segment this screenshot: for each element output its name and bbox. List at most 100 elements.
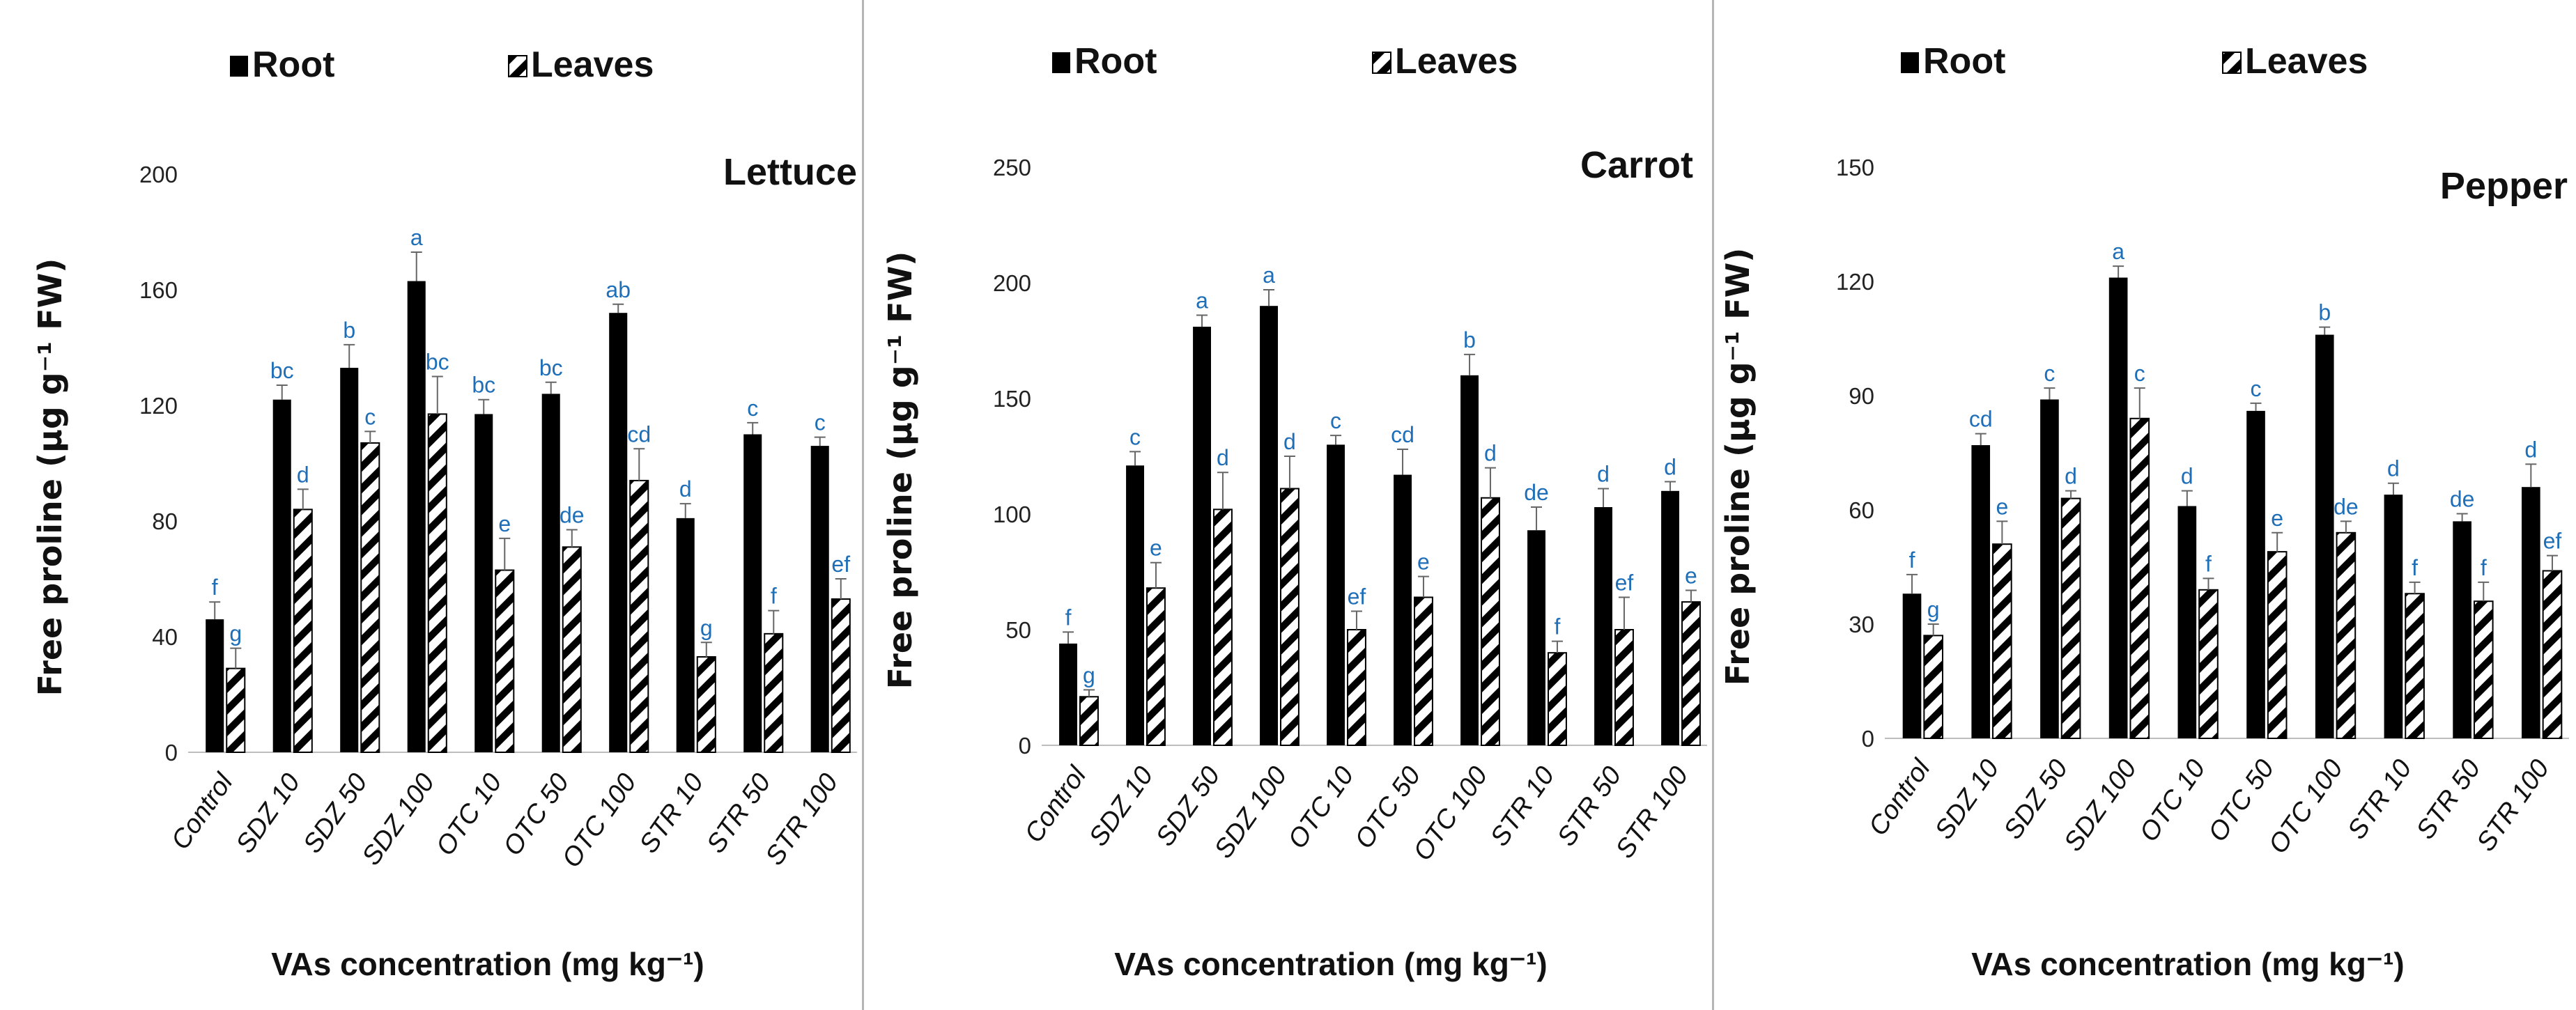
lettuce-leaves-bar-0: [226, 667, 246, 754]
carrot-legend-root-swatch: [1052, 52, 1070, 73]
pepper-leaves-bar-0: [1923, 635, 1943, 740]
lettuce-root-bar-7: [676, 518, 695, 752]
lettuce-ytick-2: 80: [152, 508, 178, 534]
lettuce-root-bar-5: [541, 394, 560, 752]
carrot-root-bar-4: [1327, 444, 1345, 745]
pepper-root-letter-6: b: [2318, 300, 2331, 325]
lettuce-root-letter-5: bc: [539, 355, 563, 380]
pepper-legend-root-swatch: [1901, 52, 1919, 73]
lettuce-xtick-7: STR 10: [634, 768, 709, 859]
lettuce-xtick-0: Control: [166, 768, 240, 855]
pepper-leaves-letter-4: f: [2205, 551, 2212, 576]
carrot-leaves-bar-2: [1213, 508, 1233, 746]
lettuce-root-bar-0: [206, 619, 224, 752]
pepper-ytick-2: 60: [1849, 497, 1874, 523]
lettuce-ytick-4: 160: [139, 277, 178, 303]
lettuce-root-letter-8: c: [747, 396, 758, 421]
carrot-leaves-letter-9: e: [1685, 564, 1697, 589]
carrot-ytick-1: 50: [1005, 617, 1031, 643]
pepper-title: Pepper: [2440, 165, 2568, 207]
pepper-x-axis-label: VAs concentration (mg kg⁻¹): [1971, 946, 2404, 982]
pepper-xtick-2: SDZ 50: [1998, 754, 2074, 845]
carrot-leaves-bar-6: [1481, 497, 1500, 746]
lettuce-title: Lettuce: [723, 151, 857, 193]
lettuce-leaves-letter-9: ef: [831, 552, 850, 577]
carrot-leaves-bar-9: [1681, 601, 1701, 746]
carrot-root-letter-7: de: [1524, 480, 1549, 505]
lettuce-root-letter-2: b: [343, 318, 355, 343]
pepper-leaves-letter-6: de: [2334, 494, 2359, 519]
carrot-ytick-3: 150: [993, 386, 1031, 412]
carrot-ytick-4: 200: [993, 270, 1031, 296]
pepper-leaves-bar-1: [1992, 543, 2012, 739]
lettuce-leaves-bar-1: [293, 508, 313, 754]
carrot-root-letter-3: a: [1263, 263, 1275, 288]
pepper-ytick-3: 90: [1849, 383, 1874, 409]
lettuce-leaves-letter-5: de: [560, 502, 585, 527]
lettuce-root-bar-4: [475, 414, 493, 752]
panel-lettuce: 0 40 80 120 160 200 f g Control bc d SDZ 10 b c SDZ 50…: [0, 0, 864, 1010]
lettuce-xtick-4: OTC 10: [431, 768, 508, 861]
lettuce-root-letter-1: bc: [270, 358, 294, 383]
pepper-leaves-letter-1: e: [1996, 494, 2008, 519]
carrot-legend-root-label: Root: [1074, 41, 1157, 81]
pepper-root-letter-0: f: [1909, 547, 1915, 573]
pepper-xtick-7: STR 10: [2342, 754, 2417, 845]
carrot-root-letter-1: c: [1129, 424, 1141, 449]
lettuce-root-bar-1: [272, 399, 291, 752]
pepper-leaves-bar-9: [2542, 570, 2563, 740]
pepper-legend-root-label: Root: [1923, 41, 2005, 81]
carrot-title: Carrot: [1580, 144, 1693, 186]
lettuce-root-letter-6: ab: [606, 277, 631, 302]
carrot-root-letter-5: cd: [1391, 422, 1414, 447]
lettuce-leaves-letter-1: d: [297, 462, 309, 487]
carrot-leaves-bar-4: [1347, 629, 1366, 746]
lettuce-leaves-bar-7: [696, 656, 716, 753]
carrot-leaves-letter-0: g: [1083, 662, 1095, 687]
pepper-leaves-bar-2: [2060, 497, 2081, 739]
pepper-leaves-bar-8: [2473, 600, 2494, 740]
pepper-root-bar-0: [1902, 593, 1922, 738]
pepper-root-letter-8: de: [2450, 486, 2475, 511]
carrot-xtick-7: STR 10: [1485, 761, 1560, 852]
lettuce-leaves-letter-7: g: [700, 615, 713, 640]
pepper-leaves-letter-2: d: [2065, 464, 2077, 489]
carrot-x-axis-label: VAs concentration (mg kg⁻¹): [1114, 946, 1547, 982]
lettuce-root-bar-6: [609, 313, 628, 752]
carrot-ytick-2: 100: [993, 502, 1031, 527]
pepper-root-letter-4: d: [2181, 464, 2193, 489]
carrot-ytick-0: 0: [1019, 733, 1031, 759]
carrot-leaves-letter-3: d: [1283, 429, 1296, 454]
carrot-xtick-4: OTC 10: [1283, 761, 1360, 854]
lettuce-root-bar-8: [743, 434, 762, 752]
lettuce-x-axis-label: VAs concentration (mg kg⁻¹): [271, 946, 704, 982]
lettuce-leaves-letter-8: f: [771, 584, 777, 609]
pepper-leaves-bar-5: [2267, 551, 2288, 740]
lettuce-ytick-0: 0: [165, 740, 178, 766]
pepper-root-bar-6: [2315, 334, 2334, 738]
lettuce-root-letter-0: f: [212, 575, 218, 600]
lettuce-y-axis-label: Free proline (µg g⁻¹ FW): [31, 258, 69, 697]
pepper-leaves-bar-7: [2405, 593, 2425, 739]
pepper-root-bar-3: [2108, 277, 2128, 738]
lettuce-leaves-bar-8: [764, 632, 784, 753]
carrot-leaves-letter-6: d: [1484, 441, 1497, 466]
pepper-root-bar-8: [2453, 521, 2471, 738]
pepper-leaves-bar-3: [2129, 417, 2150, 739]
carrot-y-axis-label: Free proline (µg g⁻¹ FW): [881, 251, 919, 690]
carrot-root-bar-5: [1394, 474, 1412, 745]
carrot-leaves-bar-1: [1146, 587, 1166, 746]
pepper-ytick-1: 30: [1849, 612, 1874, 637]
carrot-root-bar-2: [1193, 327, 1211, 746]
lettuce-leaves-letter-4: e: [498, 511, 511, 536]
carrot-root-bar-0: [1059, 643, 1077, 745]
lettuce-leaves-bar-5: [562, 546, 582, 753]
carrot-root-bar-3: [1260, 306, 1278, 745]
pepper-leaves-letter-8: f: [2481, 555, 2487, 580]
carrot-leaves-letter-1: e: [1150, 536, 1162, 561]
pepper-leaves-bar-4: [2198, 589, 2219, 739]
carrot-leaves-letter-5: e: [1417, 550, 1430, 575]
pepper-root-letter-9: d: [2524, 437, 2537, 462]
